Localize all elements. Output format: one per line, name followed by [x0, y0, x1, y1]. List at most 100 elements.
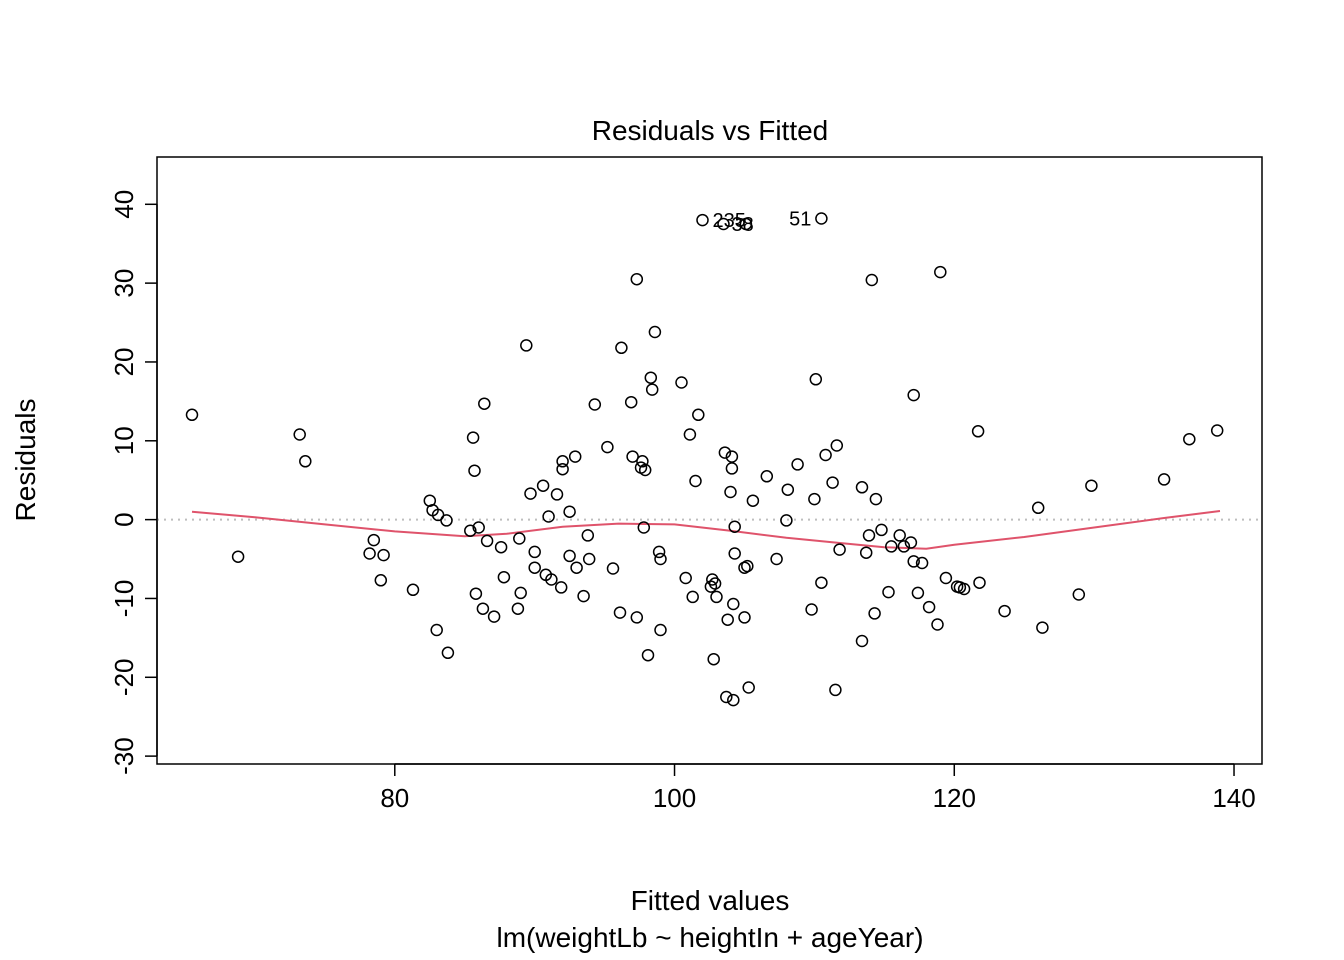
data-point	[511, 602, 525, 615]
y-tick-label: 40	[109, 190, 139, 219]
data-point	[641, 648, 655, 662]
data-point	[487, 610, 501, 623]
data-point	[855, 481, 869, 494]
lowess-smooth-line	[191, 510, 1221, 550]
data-point	[494, 540, 508, 554]
data-point	[645, 383, 659, 396]
data-point	[536, 479, 550, 492]
data-point	[577, 589, 590, 603]
y-tick-label: -30	[109, 737, 139, 775]
y-tick-label: 0	[109, 512, 139, 526]
x-tick-label: 140	[1212, 783, 1255, 813]
data-point	[468, 464, 481, 477]
data-point	[815, 576, 828, 589]
data-point	[480, 534, 494, 548]
x-tick-label: 120	[933, 783, 976, 813]
y-axis: -30 -20 -10 0 10 20 30 40	[109, 190, 158, 775]
data-point	[708, 577, 722, 590]
x-tick-label: 100	[653, 783, 696, 813]
data-point	[721, 613, 734, 626]
data-point	[524, 487, 537, 500]
data-point	[885, 540, 898, 553]
data-point	[683, 428, 697, 441]
data-point	[654, 623, 667, 637]
chart-subtitle: lm(weightLb ~ heightIn + ageYear)	[496, 922, 923, 953]
data-point	[829, 683, 842, 697]
data-point	[563, 505, 576, 518]
plot-frame	[156, 156, 1263, 765]
data-point	[728, 520, 741, 533]
data-point	[637, 521, 651, 534]
data-point	[563, 549, 576, 563]
data-point	[601, 440, 614, 454]
data-point	[971, 425, 985, 438]
data-point	[679, 571, 692, 585]
data-point	[791, 458, 804, 471]
data-point	[1210, 424, 1224, 437]
data-point	[636, 455, 649, 468]
data-point	[973, 576, 986, 589]
data-point	[626, 450, 639, 463]
data-point	[815, 212, 828, 225]
data-point	[882, 585, 895, 599]
data-point	[624, 395, 638, 409]
residual-points	[185, 212, 1224, 707]
data-point	[727, 693, 740, 707]
data-point	[556, 462, 569, 476]
data-point	[528, 545, 541, 559]
data-point	[472, 521, 485, 534]
data-point	[588, 398, 602, 411]
data-point	[644, 371, 658, 384]
data-point	[406, 583, 420, 597]
data-point	[374, 574, 388, 587]
data-point	[556, 455, 569, 468]
data-point	[654, 552, 667, 566]
y-tick-label: 10	[109, 426, 139, 455]
data-point	[689, 474, 702, 488]
data-point	[440, 514, 453, 527]
data-point	[868, 607, 881, 620]
data-point	[862, 529, 876, 542]
data-point	[907, 388, 920, 402]
data-point	[739, 217, 753, 231]
data-point	[568, 450, 582, 463]
data-point	[476, 602, 490, 615]
data-point	[781, 483, 795, 496]
data-point	[554, 581, 568, 594]
y-tick-label: 30	[109, 269, 139, 298]
data-point	[545, 573, 558, 586]
data-point	[542, 510, 555, 523]
data-point	[1183, 432, 1196, 446]
data-point	[819, 448, 832, 462]
data-point	[720, 690, 733, 704]
data-point	[630, 272, 644, 286]
data-point	[746, 494, 760, 507]
chart-title: Residuals vs Fitted	[592, 115, 829, 146]
data-point	[581, 529, 595, 542]
data-point	[717, 217, 730, 231]
data-point	[830, 439, 844, 452]
x-axis-label: Fitted values	[631, 885, 790, 916]
data-point	[367, 533, 381, 547]
data-point	[520, 339, 533, 352]
y-axis-label: Residuals	[10, 399, 41, 522]
data-point	[869, 492, 883, 506]
data-point	[638, 463, 652, 477]
data-point	[939, 571, 953, 585]
data-point	[915, 556, 929, 570]
data-point	[377, 548, 390, 562]
data-point	[770, 552, 783, 566]
data-point	[728, 547, 741, 560]
data-point	[833, 543, 846, 556]
data-point	[780, 514, 793, 527]
data-point	[652, 545, 666, 559]
data-point	[1157, 473, 1171, 486]
data-point	[904, 536, 918, 549]
data-point	[630, 611, 644, 624]
data-point	[478, 397, 491, 410]
data-point	[1031, 501, 1045, 515]
data-point	[293, 428, 306, 441]
data-point	[696, 213, 709, 227]
data-point	[865, 273, 879, 287]
